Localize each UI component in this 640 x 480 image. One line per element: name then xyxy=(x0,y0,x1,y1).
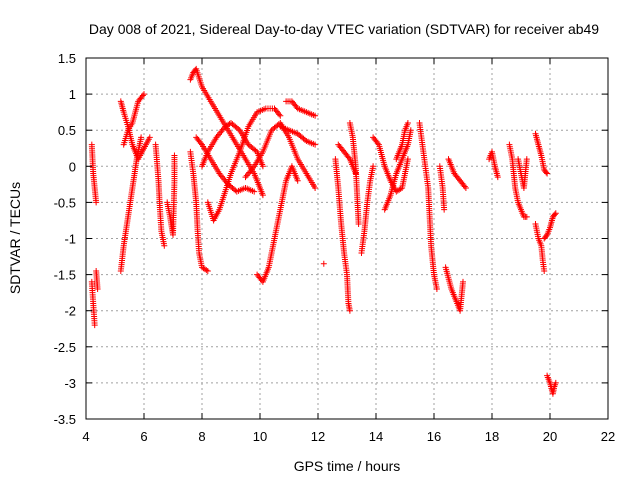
y-tick-label: -1.5 xyxy=(54,268,76,283)
data-point xyxy=(259,192,266,199)
y-tick-label: 0 xyxy=(69,159,76,174)
data-point xyxy=(355,221,362,228)
data-point xyxy=(91,322,98,329)
y-tick-label: -2.5 xyxy=(54,340,76,355)
data-point xyxy=(552,210,559,217)
data-point xyxy=(312,141,319,148)
data-point xyxy=(433,286,440,293)
data-point xyxy=(551,211,558,218)
data-point xyxy=(441,206,448,213)
data-point xyxy=(523,156,530,163)
y-tick-label: -2 xyxy=(64,304,76,319)
y-tick-labels: 1.5 1 0.5 0 -0.5 -1 -1.5 -2 -2.5 -3 -3.5 xyxy=(54,51,76,427)
x-tick-label: 20 xyxy=(543,429,557,444)
y-axis-label: SDTVAR / TECUs xyxy=(7,182,23,294)
x-tick-label: 6 xyxy=(140,429,147,444)
data-point xyxy=(277,112,284,119)
y-tick-label: -1 xyxy=(64,232,76,247)
data-point xyxy=(407,127,414,134)
data-point xyxy=(171,152,178,159)
data-point xyxy=(460,278,466,285)
data-point xyxy=(251,188,258,195)
data-point xyxy=(203,267,210,274)
y-tick-label: 1 xyxy=(69,87,76,102)
data-point xyxy=(541,267,548,274)
x-axis-label: GPS time / hours xyxy=(294,458,401,474)
data-point xyxy=(235,125,242,132)
data-point xyxy=(523,213,530,220)
data-point xyxy=(543,169,550,176)
data-point xyxy=(312,112,319,119)
x-tick-label: 12 xyxy=(311,429,325,444)
data-points xyxy=(88,65,559,397)
data-point xyxy=(404,156,411,163)
data-point xyxy=(552,379,559,386)
chart-title: Day 008 of 2021, Sidereal Day-to-day VTE… xyxy=(89,21,599,37)
axis-ticks xyxy=(85,57,609,420)
data-point xyxy=(94,286,101,293)
data-point xyxy=(345,154,352,161)
x-tick-label: 22 xyxy=(601,429,615,444)
data-point xyxy=(204,267,211,274)
x-tick-label: 4 xyxy=(82,429,89,444)
data-point xyxy=(252,147,259,154)
data-point xyxy=(146,134,153,141)
data-point xyxy=(462,184,469,191)
data-point xyxy=(461,183,468,190)
data-point xyxy=(276,111,283,118)
data-point xyxy=(294,177,301,184)
data-point xyxy=(301,136,308,143)
x-tick-label: 18 xyxy=(485,429,499,444)
x-tick-label: 10 xyxy=(253,429,267,444)
data-point xyxy=(259,163,266,170)
data-point xyxy=(138,134,145,141)
data-point xyxy=(543,233,550,240)
data-point xyxy=(494,174,501,181)
data-point xyxy=(370,163,377,170)
data-point xyxy=(374,140,381,147)
x-tick-label: 16 xyxy=(427,429,441,444)
y-tick-label: -3.5 xyxy=(54,412,76,427)
data-point xyxy=(544,170,551,177)
data-point xyxy=(141,91,147,98)
y-tick-label: -0.5 xyxy=(54,195,76,210)
y-tick-label: -3 xyxy=(64,376,76,391)
data-point xyxy=(320,260,327,267)
x-tick-labels: 4 6 8 10 12 14 16 18 20 22 xyxy=(82,429,615,444)
y-tick-label: 1.5 xyxy=(58,51,76,66)
x-tick-label: 8 xyxy=(198,429,205,444)
data-point xyxy=(161,242,168,249)
grid xyxy=(86,58,608,419)
data-point xyxy=(312,184,319,191)
y-tick-label: 0.5 xyxy=(58,123,76,138)
data-point xyxy=(404,119,411,126)
x-tick-label: 14 xyxy=(369,429,383,444)
data-point xyxy=(346,307,353,314)
data-point xyxy=(93,199,100,206)
data-point xyxy=(197,140,204,147)
data-point xyxy=(139,92,146,99)
